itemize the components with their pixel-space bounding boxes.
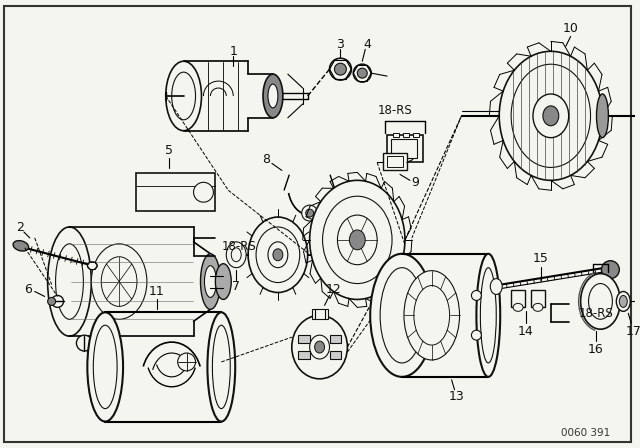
Text: 12: 12 xyxy=(326,283,341,296)
Ellipse shape xyxy=(227,242,246,267)
Ellipse shape xyxy=(315,341,324,353)
Ellipse shape xyxy=(273,249,283,261)
Ellipse shape xyxy=(212,325,230,409)
Ellipse shape xyxy=(193,182,213,202)
Ellipse shape xyxy=(47,227,92,336)
Ellipse shape xyxy=(476,254,500,377)
Ellipse shape xyxy=(349,230,365,250)
Text: 16: 16 xyxy=(588,343,604,356)
Bar xyxy=(391,138,417,159)
Ellipse shape xyxy=(404,271,460,360)
Ellipse shape xyxy=(204,266,216,297)
Ellipse shape xyxy=(216,264,231,299)
Ellipse shape xyxy=(357,68,367,78)
Ellipse shape xyxy=(268,84,278,108)
Ellipse shape xyxy=(301,205,317,221)
Ellipse shape xyxy=(533,94,569,138)
Text: 18-RS: 18-RS xyxy=(579,307,613,320)
Ellipse shape xyxy=(472,330,481,340)
Ellipse shape xyxy=(511,64,591,168)
Ellipse shape xyxy=(87,262,97,270)
Ellipse shape xyxy=(414,285,450,345)
Ellipse shape xyxy=(76,335,92,351)
Bar xyxy=(393,133,399,137)
Bar xyxy=(387,155,403,168)
Ellipse shape xyxy=(263,74,283,118)
Ellipse shape xyxy=(580,274,620,329)
Ellipse shape xyxy=(248,217,308,293)
Ellipse shape xyxy=(490,279,502,294)
Text: 6: 6 xyxy=(24,283,32,296)
Text: 14: 14 xyxy=(518,325,534,338)
Ellipse shape xyxy=(178,353,196,371)
Ellipse shape xyxy=(56,244,83,319)
Ellipse shape xyxy=(335,63,346,75)
Ellipse shape xyxy=(87,312,123,422)
Bar xyxy=(298,335,310,343)
Text: 0060 391: 0060 391 xyxy=(561,428,610,439)
Ellipse shape xyxy=(481,267,496,363)
Ellipse shape xyxy=(310,335,330,359)
Bar xyxy=(511,289,525,307)
Text: 9: 9 xyxy=(411,176,419,189)
Ellipse shape xyxy=(330,58,351,80)
Ellipse shape xyxy=(472,290,481,301)
Text: 8: 8 xyxy=(262,153,270,166)
Bar xyxy=(330,335,341,343)
Ellipse shape xyxy=(172,72,196,120)
Ellipse shape xyxy=(231,248,241,262)
Bar xyxy=(531,289,545,307)
Ellipse shape xyxy=(620,296,627,307)
Ellipse shape xyxy=(589,284,612,319)
Ellipse shape xyxy=(353,64,371,82)
Ellipse shape xyxy=(166,61,202,131)
Text: 7: 7 xyxy=(232,280,240,293)
Text: 17: 17 xyxy=(625,325,640,338)
Ellipse shape xyxy=(47,297,56,306)
Bar xyxy=(387,135,423,163)
Ellipse shape xyxy=(602,261,620,279)
Bar xyxy=(403,133,409,137)
Ellipse shape xyxy=(370,254,434,377)
Text: 4: 4 xyxy=(364,38,371,51)
Ellipse shape xyxy=(292,315,348,379)
Text: 10: 10 xyxy=(563,22,579,35)
Ellipse shape xyxy=(306,209,314,217)
Bar xyxy=(298,351,310,359)
Ellipse shape xyxy=(513,303,523,311)
Text: 11: 11 xyxy=(149,285,164,298)
Bar xyxy=(330,351,341,359)
Ellipse shape xyxy=(380,267,424,363)
Ellipse shape xyxy=(533,303,543,311)
Text: 18-RS: 18-RS xyxy=(221,240,256,253)
Ellipse shape xyxy=(543,106,559,126)
Ellipse shape xyxy=(92,244,147,319)
Text: 15: 15 xyxy=(533,252,549,265)
Text: 3: 3 xyxy=(337,38,344,51)
Ellipse shape xyxy=(256,227,300,283)
Ellipse shape xyxy=(13,241,29,251)
Ellipse shape xyxy=(616,292,630,311)
Text: 13: 13 xyxy=(449,390,465,403)
Ellipse shape xyxy=(337,215,377,265)
Ellipse shape xyxy=(596,94,609,138)
Bar xyxy=(413,133,419,137)
Text: 1: 1 xyxy=(229,45,237,58)
Ellipse shape xyxy=(499,52,602,181)
Ellipse shape xyxy=(268,242,288,267)
Ellipse shape xyxy=(93,325,117,409)
Bar xyxy=(383,152,407,170)
Bar xyxy=(136,173,216,211)
Text: 18-RS: 18-RS xyxy=(378,104,412,117)
Text: 5: 5 xyxy=(164,144,173,157)
Ellipse shape xyxy=(310,181,405,299)
Ellipse shape xyxy=(101,257,137,306)
Ellipse shape xyxy=(207,312,236,422)
Ellipse shape xyxy=(200,254,220,310)
Bar xyxy=(312,310,328,319)
Ellipse shape xyxy=(52,296,63,307)
Ellipse shape xyxy=(323,196,392,284)
Text: 2: 2 xyxy=(16,221,24,234)
